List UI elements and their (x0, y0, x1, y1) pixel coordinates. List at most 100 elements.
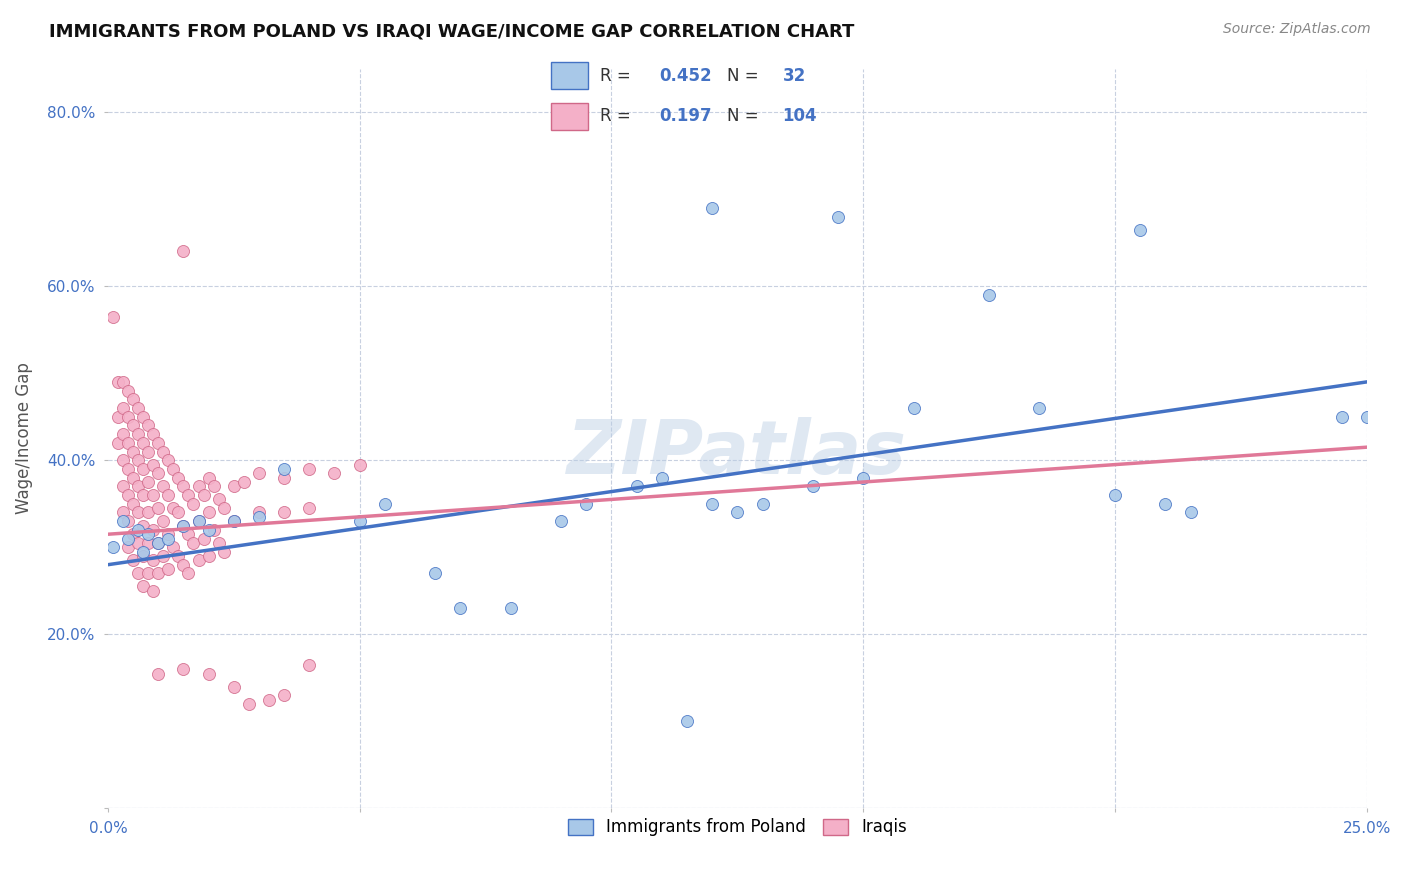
Point (187, 514, 209, 528)
Point (273, 470, 295, 484)
Point (202, 479, 225, 493)
Point (257, 692, 280, 706)
Point (1355, 409, 1378, 424)
Point (187, 479, 209, 493)
Text: R =: R = (600, 67, 631, 85)
Point (122, 470, 145, 484)
Point (111, 514, 134, 528)
Point (298, 657, 321, 672)
Point (273, 506, 295, 520)
Text: 0.452: 0.452 (659, 67, 711, 85)
Point (197, 470, 219, 484)
Point (157, 562, 180, 576)
Point (132, 518, 155, 533)
Point (136, 418, 159, 433)
Point (101, 310, 124, 324)
Legend: Immigrants from Poland, Iraqis: Immigrants from Poland, Iraqis (560, 810, 915, 845)
Point (136, 444, 159, 458)
Point (197, 549, 219, 563)
Point (208, 536, 231, 550)
Point (212, 501, 235, 516)
Point (1129, 222, 1152, 236)
Point (222, 479, 245, 493)
Point (122, 392, 145, 407)
Point (136, 475, 159, 489)
Point (152, 514, 174, 528)
Point (142, 523, 165, 537)
Point (162, 541, 184, 555)
Point (167, 506, 190, 520)
Point (117, 462, 139, 476)
Point (197, 666, 219, 681)
Point (162, 462, 184, 476)
Point (148, 501, 170, 516)
Point (136, 527, 159, 541)
Y-axis label: Wage/Income Gap: Wage/Income Gap (15, 362, 32, 515)
Point (425, 566, 447, 581)
Point (208, 492, 231, 507)
Point (626, 479, 648, 493)
Bar (551, 62, 588, 89)
Point (247, 506, 270, 520)
Point (177, 488, 200, 502)
Point (222, 514, 245, 528)
Point (187, 553, 209, 567)
Point (238, 697, 260, 711)
Point (212, 544, 235, 558)
Point (148, 566, 170, 581)
Point (162, 501, 184, 516)
Point (172, 244, 194, 259)
Text: IMMIGRANTS FROM POLAND VS IRAQI WAGE/INCOME GAP CORRELATION CHART: IMMIGRANTS FROM POLAND VS IRAQI WAGE/INC… (49, 22, 855, 40)
Point (187, 514, 209, 528)
Point (122, 418, 145, 433)
Point (852, 470, 875, 484)
Point (177, 527, 200, 541)
Point (172, 479, 194, 493)
Point (157, 488, 180, 502)
Point (193, 532, 215, 546)
Point (101, 541, 124, 555)
Point (117, 514, 139, 528)
Point (167, 470, 190, 484)
Point (222, 514, 245, 528)
Point (148, 467, 170, 481)
Point (1330, 409, 1353, 424)
Point (177, 566, 200, 581)
Point (111, 375, 134, 389)
Point (117, 541, 139, 555)
Point (202, 523, 225, 537)
Point (132, 435, 155, 450)
Text: N =: N = (727, 67, 758, 85)
Point (152, 479, 174, 493)
Point (197, 523, 219, 537)
Point (127, 427, 149, 442)
Point (157, 453, 180, 467)
Point (111, 401, 134, 415)
Point (136, 506, 159, 520)
Point (1154, 497, 1177, 511)
Point (117, 532, 139, 546)
Point (827, 210, 849, 224)
Point (111, 506, 134, 520)
Bar (551, 103, 588, 130)
Point (132, 549, 155, 563)
Point (111, 479, 134, 493)
Point (107, 409, 129, 424)
Point (132, 579, 155, 593)
Point (107, 375, 129, 389)
Point (349, 458, 371, 472)
Text: ZIPatlas: ZIPatlas (568, 417, 907, 490)
Text: Source: ZipAtlas.com: Source: ZipAtlas.com (1223, 22, 1371, 37)
Point (127, 523, 149, 537)
Text: 32: 32 (783, 67, 806, 85)
Point (152, 549, 174, 563)
Point (142, 553, 165, 567)
Point (979, 288, 1001, 302)
Point (172, 662, 194, 676)
Point (142, 427, 165, 442)
Point (725, 506, 748, 520)
Point (117, 488, 139, 502)
Point (111, 453, 134, 467)
Point (142, 458, 165, 472)
Point (148, 536, 170, 550)
